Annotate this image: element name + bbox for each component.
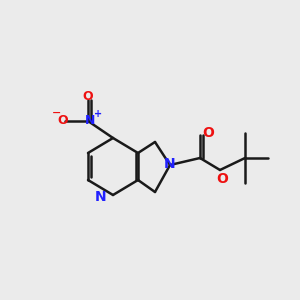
Text: O: O bbox=[216, 172, 228, 186]
Text: O: O bbox=[83, 89, 93, 103]
Text: +: + bbox=[94, 109, 102, 119]
Text: N: N bbox=[164, 157, 176, 171]
Text: N: N bbox=[85, 115, 95, 128]
Text: N: N bbox=[95, 190, 107, 204]
Text: O: O bbox=[202, 126, 214, 140]
Text: −: − bbox=[52, 108, 62, 118]
Text: O: O bbox=[58, 115, 68, 128]
